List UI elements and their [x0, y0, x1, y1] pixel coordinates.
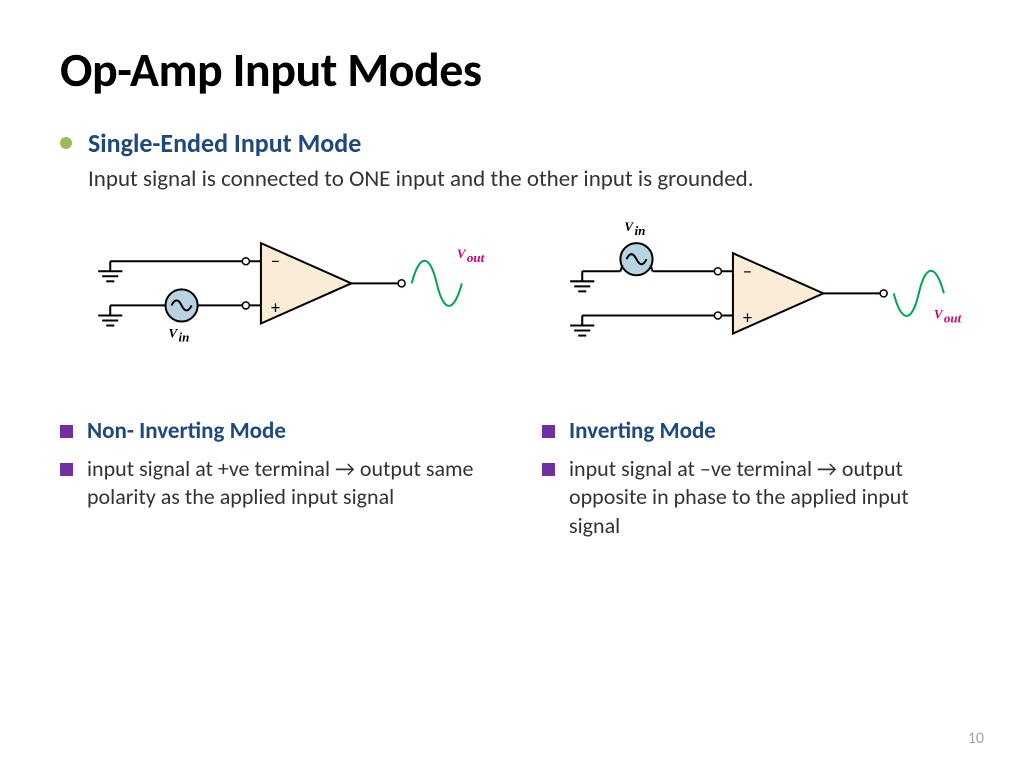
svg-text:+: + [271, 296, 280, 318]
svg-text:in: in [634, 223, 645, 238]
left-col-text: input signal at +ve terminal → output sa… [87, 455, 482, 512]
svg-text:−: − [271, 250, 280, 272]
square-bullet-icon [542, 463, 555, 476]
svg-text:V: V [457, 246, 467, 261]
right-col-title: Inverting Mode [569, 417, 716, 445]
diagram-inverting: − + Vin [532, 213, 964, 389]
svg-text:out: out [944, 311, 962, 326]
svg-text:V: V [934, 306, 944, 321]
diagram-row: − + Vin [60, 213, 964, 389]
svg-text:in: in [179, 330, 190, 345]
square-bullet-icon [60, 463, 73, 476]
section-heading-row: Single-Ended Input Mode [60, 127, 964, 159]
svg-text:+: + [743, 307, 752, 329]
diagram-non-inverting: − + Vin [60, 213, 492, 389]
svg-text:V: V [169, 326, 179, 341]
square-bullet-icon [60, 425, 73, 438]
right-col-text: input signal at –ve terminal → output op… [569, 455, 964, 541]
section-description: Input signal is connected to ONE input a… [88, 165, 964, 193]
columns: Non- Inverting Mode input signal at +ve … [60, 417, 964, 551]
page-title: Op-Amp Input Modes [60, 40, 964, 99]
left-column: Non- Inverting Mode input signal at +ve … [60, 417, 482, 551]
page-number: 10 [968, 729, 984, 748]
right-column: Inverting Mode input signal at –ve termi… [542, 417, 964, 551]
left-col-title: Non- Inverting Mode [87, 417, 286, 445]
section-heading: Single-Ended Input Mode [88, 127, 361, 159]
svg-text:V: V [624, 219, 634, 234]
svg-text:out: out [467, 250, 485, 265]
square-bullet-icon [542, 425, 555, 438]
circle-bullet-icon [60, 137, 72, 149]
svg-text:−: − [743, 260, 752, 282]
